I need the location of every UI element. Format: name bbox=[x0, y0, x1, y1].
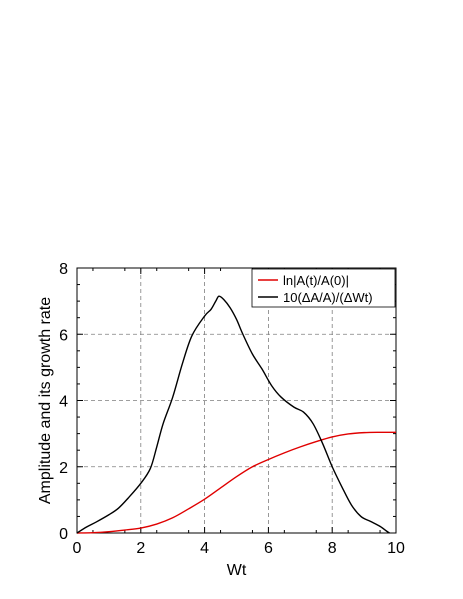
y-tick-label: 8 bbox=[59, 261, 68, 278]
x-tick-labels: 0 2 4 6 8 10 bbox=[73, 540, 405, 557]
x-tick-label: 10 bbox=[387, 540, 405, 557]
y-tick-label: 4 bbox=[59, 394, 68, 411]
series-lines bbox=[76, 295, 397, 534]
legend-box bbox=[251, 268, 396, 308]
y-tick-label: 6 bbox=[59, 327, 68, 344]
x-tick-label: 6 bbox=[264, 540, 273, 557]
x-axis-label: Wt bbox=[227, 562, 247, 579]
x-tick-label: 8 bbox=[328, 540, 337, 557]
series-line-amplitude bbox=[76, 431, 397, 534]
x-tick-label: 4 bbox=[200, 540, 209, 557]
legend-label-growth-rate: 10(ΔA/A)/(ΔWt) bbox=[283, 290, 373, 305]
plot-frame bbox=[76, 267, 397, 534]
series-line-growth-rate bbox=[76, 295, 390, 534]
grid-lines bbox=[77, 268, 396, 533]
y-axis-label: Amplitude and its growth rate bbox=[37, 297, 54, 504]
legend: ln|A(t)/A(0)| 10(ΔA/A)/(ΔWt) bbox=[251, 268, 396, 308]
axis-ticks bbox=[76, 267, 397, 534]
y-tick-label: 2 bbox=[59, 460, 68, 477]
y-tick-labels: 0 2 4 6 8 bbox=[59, 261, 68, 543]
y-tick-label: 0 bbox=[59, 526, 68, 543]
x-tick-label: 0 bbox=[73, 540, 82, 557]
legend-label-amplitude: ln|A(t)/A(0)| bbox=[283, 273, 349, 288]
x-tick-label: 2 bbox=[136, 540, 145, 557]
